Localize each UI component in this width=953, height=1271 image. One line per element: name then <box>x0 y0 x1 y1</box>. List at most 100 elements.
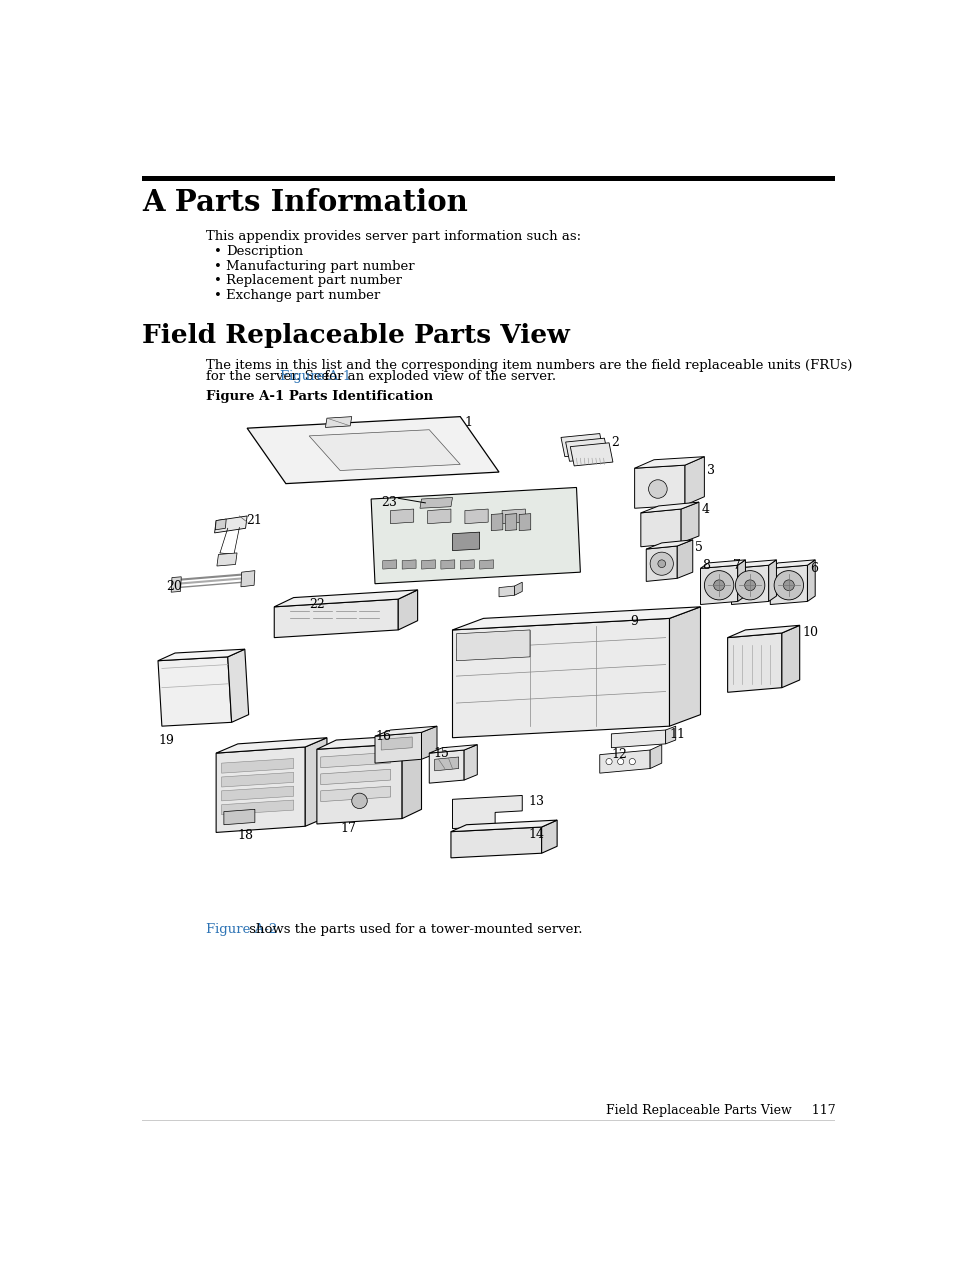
Text: 11: 11 <box>669 728 685 741</box>
Polygon shape <box>518 513 530 530</box>
Text: 17: 17 <box>340 822 355 835</box>
Text: Manufacturing part number: Manufacturing part number <box>226 259 415 272</box>
Text: 20: 20 <box>166 580 181 592</box>
Polygon shape <box>427 508 451 524</box>
Polygon shape <box>421 726 436 759</box>
Polygon shape <box>228 649 249 722</box>
Text: The items in this list and the corresponding item numbers are the field replacea: The items in this list and the correspon… <box>206 358 852 372</box>
Polygon shape <box>634 456 703 468</box>
Polygon shape <box>316 735 421 750</box>
Circle shape <box>703 571 733 600</box>
Polygon shape <box>402 559 416 569</box>
Polygon shape <box>316 744 402 824</box>
Text: Field Replaceable Parts View: Field Replaceable Parts View <box>142 323 570 348</box>
Polygon shape <box>727 633 781 693</box>
Polygon shape <box>464 508 488 524</box>
Polygon shape <box>452 619 669 737</box>
Polygon shape <box>501 508 525 524</box>
Polygon shape <box>645 547 677 581</box>
Polygon shape <box>429 750 464 783</box>
Polygon shape <box>737 559 744 601</box>
Polygon shape <box>320 787 390 802</box>
Text: 15: 15 <box>433 747 449 760</box>
Text: 18: 18 <box>236 829 253 841</box>
Polygon shape <box>451 827 541 858</box>
Polygon shape <box>375 732 421 763</box>
Text: 6: 6 <box>810 562 818 576</box>
Polygon shape <box>649 745 661 769</box>
Text: 14: 14 <box>528 827 544 841</box>
Circle shape <box>713 580 723 591</box>
Polygon shape <box>700 566 737 605</box>
Polygon shape <box>325 417 352 427</box>
Polygon shape <box>419 497 452 508</box>
Polygon shape <box>599 750 649 773</box>
Polygon shape <box>611 730 665 747</box>
Text: •: • <box>213 245 221 258</box>
Polygon shape <box>158 657 232 726</box>
Circle shape <box>605 759 612 765</box>
Polygon shape <box>320 752 390 768</box>
Polygon shape <box>498 586 514 597</box>
Polygon shape <box>634 465 684 508</box>
Text: 7: 7 <box>732 559 740 572</box>
Text: for an exploded view of the server.: for an exploded view of the server. <box>319 370 556 383</box>
Text: 5: 5 <box>695 541 702 554</box>
Text: •: • <box>213 275 221 287</box>
Polygon shape <box>221 787 294 801</box>
Text: 13: 13 <box>528 796 544 808</box>
Text: 21: 21 <box>246 515 262 527</box>
Text: 16: 16 <box>375 730 391 744</box>
Text: 23: 23 <box>381 496 396 508</box>
Text: 2: 2 <box>611 436 618 449</box>
Polygon shape <box>541 820 557 853</box>
Polygon shape <box>451 820 557 831</box>
Text: Figure A-1 Parts Identification: Figure A-1 Parts Identification <box>206 390 433 403</box>
Polygon shape <box>684 456 703 505</box>
Circle shape <box>744 580 755 591</box>
Polygon shape <box>382 559 396 569</box>
Polygon shape <box>429 745 476 754</box>
Polygon shape <box>274 590 417 606</box>
Polygon shape <box>371 488 579 583</box>
Polygon shape <box>645 540 692 549</box>
Text: 12: 12 <box>611 747 626 761</box>
Polygon shape <box>390 508 414 524</box>
Text: 1: 1 <box>464 416 472 428</box>
Polygon shape <box>440 559 455 569</box>
Polygon shape <box>769 566 806 605</box>
Polygon shape <box>727 625 799 638</box>
Polygon shape <box>221 759 294 773</box>
Text: Exchange part number: Exchange part number <box>226 289 380 301</box>
Polygon shape <box>216 553 236 566</box>
Polygon shape <box>216 747 305 833</box>
Polygon shape <box>677 540 692 578</box>
Polygon shape <box>214 516 247 533</box>
Polygon shape <box>700 559 744 568</box>
Polygon shape <box>665 726 675 744</box>
Text: Field Replaceable Parts View     117: Field Replaceable Parts View 117 <box>605 1103 835 1116</box>
Polygon shape <box>274 599 397 638</box>
Polygon shape <box>731 559 776 568</box>
Circle shape <box>782 580 794 591</box>
Polygon shape <box>456 630 530 661</box>
Polygon shape <box>570 442 612 466</box>
Polygon shape <box>221 773 294 787</box>
Polygon shape <box>769 559 815 568</box>
Polygon shape <box>505 513 517 530</box>
Polygon shape <box>768 559 776 601</box>
Polygon shape <box>459 559 474 569</box>
Polygon shape <box>479 559 493 569</box>
Text: shows the parts used for a tower-mounted server.: shows the parts used for a tower-mounted… <box>245 923 581 935</box>
Polygon shape <box>305 737 327 826</box>
Polygon shape <box>491 513 502 530</box>
Polygon shape <box>435 758 458 770</box>
Polygon shape <box>565 438 608 461</box>
Polygon shape <box>640 508 680 547</box>
Polygon shape <box>806 559 815 601</box>
Circle shape <box>735 571 764 600</box>
Circle shape <box>773 571 802 600</box>
Polygon shape <box>320 769 390 784</box>
Text: •: • <box>213 259 221 272</box>
Text: A Parts Information: A Parts Information <box>142 188 468 217</box>
